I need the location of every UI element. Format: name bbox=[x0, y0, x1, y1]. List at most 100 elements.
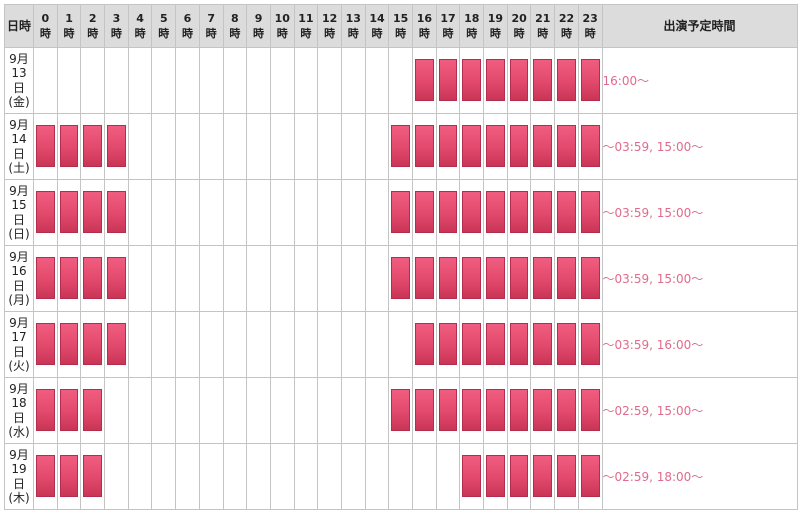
date-day: 14 bbox=[11, 132, 27, 146]
hour-cell-6 bbox=[175, 113, 200, 180]
date-day: 15 bbox=[11, 198, 27, 212]
hour-cell-14 bbox=[364, 179, 390, 246]
hour-unit: 時 bbox=[324, 27, 336, 40]
performance-block bbox=[415, 59, 434, 101]
hour-cell-10 bbox=[269, 113, 295, 180]
hour-header-12: 12 時 bbox=[317, 4, 342, 48]
hour-cell-1 bbox=[56, 377, 82, 444]
performance-block bbox=[59, 191, 79, 233]
hour-header-14: 14 時 bbox=[364, 4, 390, 48]
hour-cell-1 bbox=[56, 47, 82, 114]
hour-header-16: 16 時 bbox=[412, 4, 437, 48]
hour-cell-15 bbox=[388, 311, 413, 378]
hour-cell-17 bbox=[435, 311, 461, 378]
hour-cell-21 bbox=[530, 311, 556, 378]
hour-unit: 時 bbox=[87, 27, 99, 40]
hour-unit: 時 bbox=[537, 27, 549, 40]
hour-cell-22 bbox=[554, 443, 579, 510]
hour-cell-20 bbox=[506, 47, 532, 114]
hour-cell-0 bbox=[33, 311, 58, 378]
hour-cell-20 bbox=[506, 311, 532, 378]
hour-cell-5 bbox=[151, 377, 177, 444]
performance-block bbox=[509, 455, 529, 497]
hour-cell-1 bbox=[56, 245, 82, 312]
performance-block bbox=[59, 455, 79, 497]
hour-unit: 時 bbox=[560, 27, 572, 40]
hour-cell-23 bbox=[577, 113, 603, 180]
performance-block bbox=[533, 323, 553, 365]
hour-cell-22 bbox=[554, 377, 579, 444]
performance-block bbox=[462, 323, 482, 365]
hour-number: 6 bbox=[183, 12, 192, 25]
performance-block bbox=[438, 323, 458, 365]
hour-cell-0 bbox=[33, 179, 58, 246]
hour-number: 11 bbox=[298, 12, 314, 25]
date-weekday: (日) bbox=[8, 227, 30, 241]
performance-block bbox=[438, 191, 458, 233]
hour-cell-14 bbox=[364, 377, 390, 444]
date-cell: 9月 17 日 (火) bbox=[4, 311, 34, 378]
hour-cell-4 bbox=[127, 245, 153, 312]
hour-cell-1 bbox=[56, 443, 82, 510]
schedule-time-text: ～03:59, 15:00～ bbox=[601, 179, 798, 246]
hour-header-15: 15 時 bbox=[388, 4, 413, 48]
hour-cell-11 bbox=[293, 245, 319, 312]
hour-cell-15 bbox=[388, 443, 413, 510]
performance-block bbox=[415, 125, 434, 167]
hour-number: 4 bbox=[136, 12, 144, 25]
performance-block bbox=[59, 125, 79, 167]
hour-cell-18 bbox=[459, 179, 485, 246]
performance-block bbox=[462, 191, 482, 233]
hour-cell-5 bbox=[151, 179, 177, 246]
hour-cell-12 bbox=[317, 179, 342, 246]
hour-cell-17 bbox=[435, 443, 461, 510]
date-weekday: (月) bbox=[8, 293, 30, 307]
performance-block bbox=[36, 389, 55, 431]
hour-cell-19 bbox=[483, 443, 508, 510]
hour-cell-15 bbox=[388, 47, 413, 114]
hour-cell-8 bbox=[222, 443, 248, 510]
hour-number: 2 bbox=[88, 12, 97, 25]
hour-cell-20 bbox=[506, 245, 532, 312]
hour-number: 22 bbox=[558, 12, 575, 25]
hour-unit: 時 bbox=[347, 27, 359, 40]
hour-cell-12 bbox=[317, 47, 342, 114]
hour-unit: 時 bbox=[158, 27, 170, 40]
hour-cell-23 bbox=[577, 179, 603, 246]
performance-block bbox=[415, 257, 434, 299]
hour-cell-7 bbox=[198, 443, 224, 510]
hour-cell-13 bbox=[340, 113, 366, 180]
hour-cell-12 bbox=[317, 311, 342, 378]
hour-cell-17 bbox=[435, 113, 461, 180]
date-day: 17 bbox=[11, 330, 27, 344]
date-cell: 9月 15 日 (日) bbox=[4, 179, 34, 246]
hour-cell-15 bbox=[388, 179, 413, 246]
hour-cell-20 bbox=[506, 113, 532, 180]
hour-unit: 時 bbox=[395, 27, 407, 40]
hour-cell-16 bbox=[412, 245, 437, 312]
hour-cell-8 bbox=[222, 311, 248, 378]
hour-cell-18 bbox=[459, 377, 485, 444]
date-month: 9月 bbox=[9, 315, 29, 330]
performance-block bbox=[557, 257, 576, 299]
hour-cell-3 bbox=[104, 443, 129, 510]
schedule-time-text: ～03:59, 15:00～ bbox=[601, 245, 798, 312]
performance-block bbox=[486, 455, 505, 497]
hour-number: 18 bbox=[464, 12, 480, 25]
hour-cell-11 bbox=[293, 311, 319, 378]
hour-cell-6 bbox=[175, 443, 200, 510]
hour-cell-14 bbox=[364, 245, 390, 312]
hour-header-23: 23 時 bbox=[577, 4, 603, 48]
hour-cell-19 bbox=[483, 113, 508, 180]
hour-cell-18 bbox=[459, 47, 485, 114]
table-row: 9月 14 日 (土) ～03:59, 15:00～ bbox=[4, 113, 798, 180]
performance-block bbox=[509, 59, 529, 101]
performance-block bbox=[83, 125, 103, 167]
hour-cell-9 bbox=[246, 245, 271, 312]
date-weekday: (水) bbox=[8, 425, 30, 439]
hour-cell-16 bbox=[412, 47, 437, 114]
hour-cell-15 bbox=[388, 245, 413, 312]
hour-cell-6 bbox=[175, 377, 200, 444]
